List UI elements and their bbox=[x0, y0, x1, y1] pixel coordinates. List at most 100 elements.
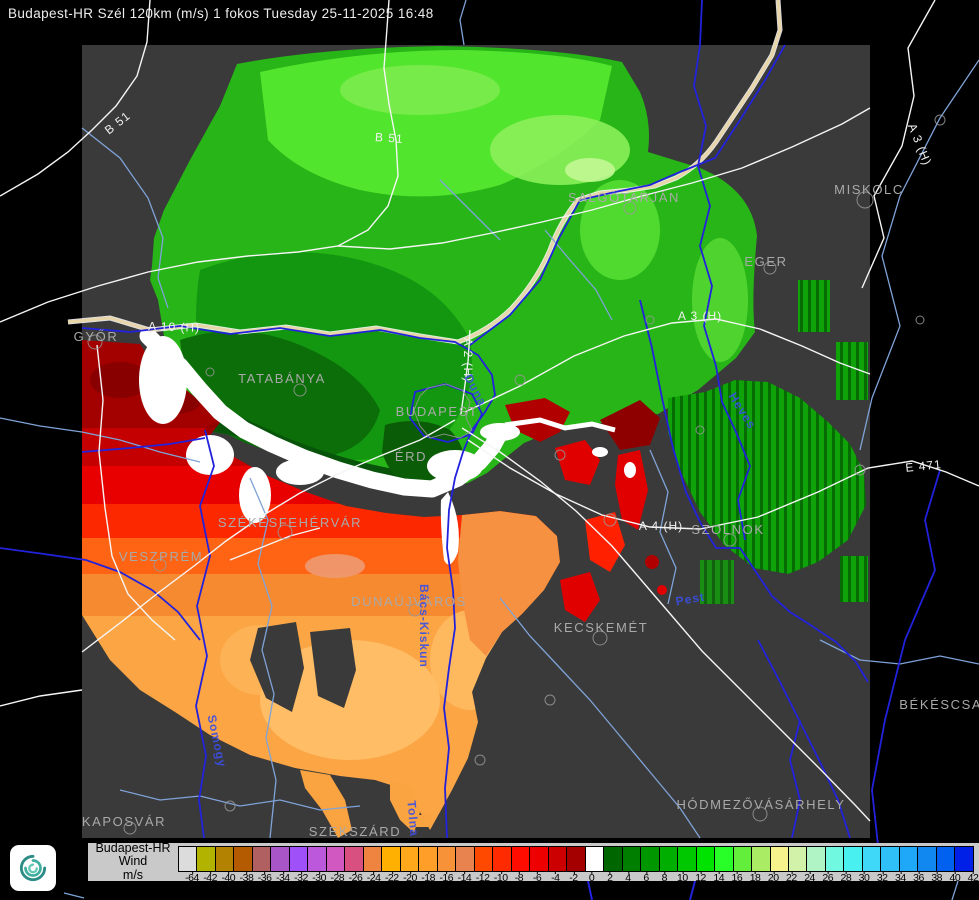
road-label: A 10 (H) bbox=[148, 319, 200, 335]
legend-color-box bbox=[382, 847, 401, 871]
city-label: BUDAPEST bbox=[396, 404, 479, 419]
legend-color-box bbox=[419, 847, 438, 871]
city-label: MISKOLC bbox=[834, 182, 904, 197]
legend-color-box bbox=[215, 847, 235, 871]
legend-tick: 40 bbox=[949, 871, 961, 884]
city-outlines bbox=[87, 114, 946, 835]
legend-color-box bbox=[862, 847, 882, 871]
legend-color-box bbox=[326, 847, 346, 871]
legend-color-box bbox=[179, 847, 198, 871]
legend-color-box bbox=[715, 847, 734, 871]
legend-color-box bbox=[641, 847, 660, 871]
legend-color-box bbox=[308, 847, 327, 871]
city-label: VESZPRÉM bbox=[119, 549, 203, 564]
legend-tick: 36 bbox=[913, 871, 924, 884]
legend-quantity: Wind bbox=[118, 854, 148, 869]
road-label: E 471 bbox=[905, 457, 943, 475]
legend-color-box bbox=[400, 847, 420, 871]
legend-color-box bbox=[659, 847, 679, 871]
legend-tick: 8 bbox=[661, 871, 667, 884]
legend-tick: -28 bbox=[330, 871, 345, 884]
city-label: GYŐR bbox=[74, 329, 119, 344]
swirl-icon bbox=[19, 854, 47, 882]
legend-color-box bbox=[678, 847, 697, 871]
road-lines bbox=[0, 0, 979, 822]
legend-color-box bbox=[752, 847, 771, 871]
legend-tick: -30 bbox=[312, 871, 326, 884]
road-label: A 2 (H) bbox=[461, 338, 475, 382]
legend-color-box bbox=[696, 847, 716, 871]
legend-tick: -8 bbox=[514, 871, 524, 884]
legend-tick: -34 bbox=[275, 871, 290, 884]
legend-tick: -64 bbox=[185, 871, 199, 884]
legend-tick: 12 bbox=[695, 871, 706, 884]
legend-tick: -22 bbox=[384, 871, 399, 884]
city-label: SZÉKESFEHÉRVÁR bbox=[218, 515, 362, 530]
legend-tick: 22 bbox=[786, 871, 797, 884]
city-label: EGER bbox=[744, 254, 787, 269]
legend-color-box bbox=[807, 847, 826, 871]
legend-tick: 6 bbox=[643, 871, 649, 884]
legend-tick: -16 bbox=[439, 871, 454, 884]
legend-color-box bbox=[511, 847, 531, 871]
city-label: KAPOSVÁR bbox=[82, 814, 166, 829]
legend-tick: 10 bbox=[677, 871, 688, 884]
legend-product: Budapest-HR bbox=[95, 841, 171, 856]
legend-tick: 24 bbox=[804, 871, 815, 884]
legend-tick: -26 bbox=[348, 871, 363, 884]
legend-color-box bbox=[363, 847, 383, 871]
legend-color-box bbox=[252, 847, 272, 871]
legend-color-box bbox=[567, 847, 586, 871]
legend-tick: -24 bbox=[366, 871, 381, 884]
country-border-line bbox=[67, 0, 783, 345]
weather-app-logo bbox=[10, 845, 56, 891]
legend-tick: 26 bbox=[822, 871, 834, 884]
legend-color-box bbox=[474, 847, 494, 871]
legend-tick: -38 bbox=[239, 871, 254, 884]
map-labels: GYŐR TATABÁNYA BUDAPEST ÉRD SZÉKESFEHÉRVÁR VE… bbox=[74, 109, 979, 839]
city-label: BÉKÉSCSABA bbox=[899, 697, 979, 712]
legend-tick: -18 bbox=[421, 871, 435, 884]
color-scale-legend: Budapest-HR Wind m/s -64 -42 -40 -38 -36 -34-… bbox=[88, 841, 979, 884]
legend-color-box bbox=[585, 847, 605, 871]
legend-tick: -42 bbox=[203, 871, 217, 884]
legend-color-box bbox=[733, 847, 753, 871]
city-label: SZEKSZÁRD bbox=[309, 824, 401, 839]
legend-tick: 16 bbox=[731, 871, 743, 884]
legend-color-box bbox=[604, 847, 623, 871]
legend-color-box bbox=[437, 847, 457, 871]
road-label: A 3 (H) bbox=[678, 309, 722, 323]
legend-unit: m/s bbox=[122, 867, 144, 882]
legend-tick: 0 bbox=[588, 871, 595, 884]
legend-color-box bbox=[955, 847, 973, 871]
legend-tick: -14 bbox=[457, 871, 472, 884]
legend-tick: -36 bbox=[257, 871, 272, 884]
legend-color-box bbox=[825, 847, 845, 871]
city-label: SZOLNOK bbox=[691, 522, 764, 537]
legend-tick: 28 bbox=[840, 871, 852, 884]
legend-tick: -6 bbox=[532, 871, 542, 884]
legend-color-box bbox=[289, 847, 309, 871]
county-label: Bács-Kiskun bbox=[417, 584, 431, 668]
legend-color-box bbox=[844, 847, 863, 871]
city-label: ÉRD bbox=[395, 449, 427, 464]
legend-tick: 30 bbox=[858, 871, 870, 884]
legend-tick: 42 bbox=[967, 871, 979, 884]
legend-color-box bbox=[234, 847, 253, 871]
legend-color-box bbox=[899, 847, 919, 871]
bottom-line-stubs bbox=[63, 880, 959, 900]
legend-color-box bbox=[197, 847, 216, 871]
legend-tick: 32 bbox=[876, 871, 888, 884]
legend-tick-labels: -64 -42 -40 -38 -36 -34 -32 -30 -28 -26 -24 -22 -20-… bbox=[178, 871, 979, 884]
legend-tick: 4 bbox=[625, 871, 631, 884]
legend-color-box bbox=[918, 847, 937, 871]
legend-color-box bbox=[530, 847, 549, 871]
city-label: DUNAÚJVÁROS bbox=[351, 594, 467, 609]
product-title: Budapest-HR Szél 120km (m/s) 1 fokos Tue… bbox=[8, 6, 434, 21]
county-label: Pest bbox=[675, 590, 706, 609]
legend-color-box bbox=[770, 847, 789, 871]
legend-color-box bbox=[788, 847, 808, 871]
city-label: KECSKEMÉT bbox=[554, 620, 649, 635]
legend-color-box bbox=[548, 847, 568, 871]
